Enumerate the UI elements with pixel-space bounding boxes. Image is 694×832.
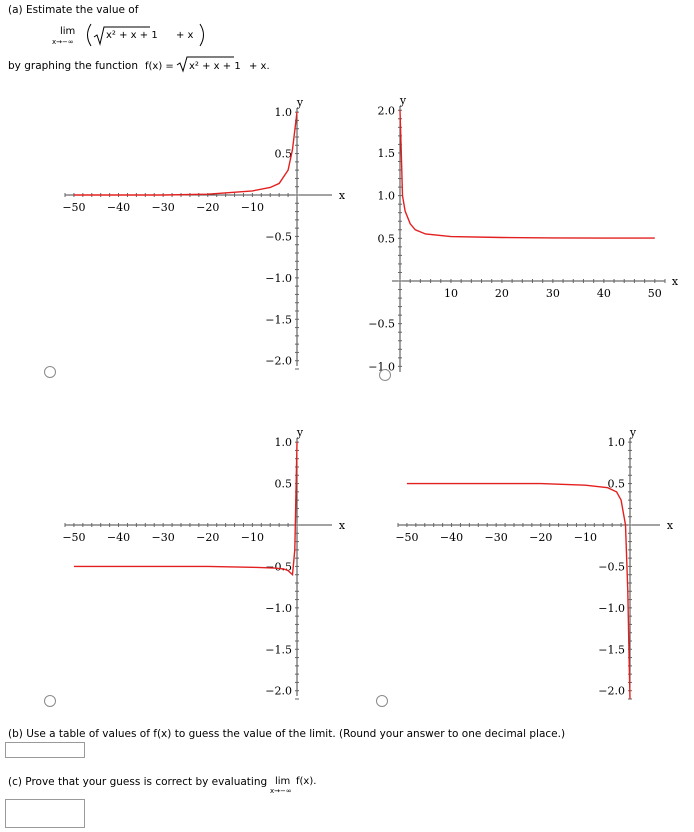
x-tick-label: −20 <box>196 201 219 214</box>
y-axis-title: y <box>629 426 637 439</box>
x-tick-label: −40 <box>440 531 463 544</box>
graphing-prefix: by graphing the function <box>8 60 138 72</box>
part-a-heading: (a) Estimate the value of <box>8 4 139 16</box>
x-tick-label: −40 <box>107 201 130 214</box>
limit-word: lim <box>60 26 76 37</box>
function-curve <box>73 112 298 196</box>
y-tick-label: 2.0 <box>378 104 396 117</box>
x-tick-label: −10 <box>241 531 264 544</box>
x-axis-title: x <box>672 275 679 288</box>
part-b-text: (b) Use a table of values of f(x) to gue… <box>8 728 566 740</box>
limit-radicand: x² + x + 1 <box>106 30 158 41</box>
function-curve <box>406 482 631 700</box>
x-tick-label: 20 <box>495 287 509 300</box>
y-tick-label: 0.5 <box>378 232 396 245</box>
radio-option-3[interactable] <box>44 695 56 707</box>
limit-parens-radical <box>87 23 204 47</box>
y-tick-label: 1.0 <box>378 190 396 203</box>
radio-option-2[interactable] <box>379 369 391 381</box>
part-b-answer-field[interactable] <box>5 742 85 758</box>
y-tick-label: −0.5 <box>265 560 292 573</box>
limit-subscript: x→−∞ <box>52 38 74 46</box>
x-tick-label: −50 <box>62 531 85 544</box>
function-tail: + x. <box>249 61 270 72</box>
x-tick-label: 30 <box>546 287 560 300</box>
y-tick-label: 0.5 <box>275 148 293 161</box>
x-tick-label: −20 <box>196 531 219 544</box>
y-tick-label: −2.0 <box>265 355 292 368</box>
x-tick-label: 10 <box>444 287 458 300</box>
y-tick-label: −1.0 <box>265 602 292 615</box>
x-axis-title: x <box>667 519 674 532</box>
radio-option-1[interactable] <box>44 366 56 378</box>
x-tick-label: −10 <box>241 201 264 214</box>
x-tick-label: −30 <box>152 531 175 544</box>
y-tick-label: −2.0 <box>265 685 292 698</box>
y-tick-label: 1.0 <box>275 436 293 449</box>
y-tick-label: −0.5 <box>368 318 395 331</box>
function-radical <box>176 56 234 73</box>
y-tick-label: 0.5 <box>608 478 626 491</box>
y-tick-label: −0.5 <box>598 560 625 573</box>
y-axis-title: y <box>399 94 407 107</box>
x-tick-label: −10 <box>574 531 597 544</box>
part-c-limit-func: f(x). <box>296 776 317 787</box>
y-tick-label: −1.5 <box>265 643 292 656</box>
x-axis-title: x <box>339 519 346 532</box>
y-tick-label: 1.0 <box>608 436 626 449</box>
part-c-limit-subscript: x→−∞ <box>270 787 292 795</box>
y-tick-label: 1.5 <box>378 147 396 160</box>
y-tick-label: −2.0 <box>598 685 625 698</box>
x-tick-label: 50 <box>648 287 662 300</box>
y-axis-title: y <box>296 96 304 109</box>
x-axis-title: x <box>339 189 346 202</box>
y-axis-title: y <box>296 426 304 439</box>
y-tick-label: 1.0 <box>275 106 293 119</box>
x-tick-label: −50 <box>395 531 418 544</box>
x-tick-label: −30 <box>485 531 508 544</box>
radio-option-4[interactable] <box>376 695 388 707</box>
function-radicand: x² + x + 1 <box>189 61 241 72</box>
x-tick-label: −40 <box>107 531 130 544</box>
y-tick-label: −1.0 <box>265 272 292 285</box>
function-curve <box>399 110 655 239</box>
limit-tail: + x <box>176 30 194 41</box>
x-tick-label: −30 <box>152 201 175 214</box>
y-tick-label: −1.5 <box>265 313 292 326</box>
y-tick-label: −1.0 <box>598 602 625 615</box>
x-tick-label: −20 <box>529 531 552 544</box>
function-name: f(x) = <box>145 61 174 72</box>
y-tick-label: −1.5 <box>598 643 625 656</box>
y-tick-label: 0.5 <box>275 478 293 491</box>
part-c-text: (c) Prove that your guess is correct by … <box>8 776 268 788</box>
part-c-answer-field[interactable] <box>5 799 85 828</box>
x-tick-label: 40 <box>597 287 611 300</box>
y-tick-label: −0.5 <box>265 230 292 243</box>
function-curve <box>73 442 298 577</box>
x-tick-label: −50 <box>62 201 85 214</box>
part-c-limit-word: lim <box>275 776 291 787</box>
